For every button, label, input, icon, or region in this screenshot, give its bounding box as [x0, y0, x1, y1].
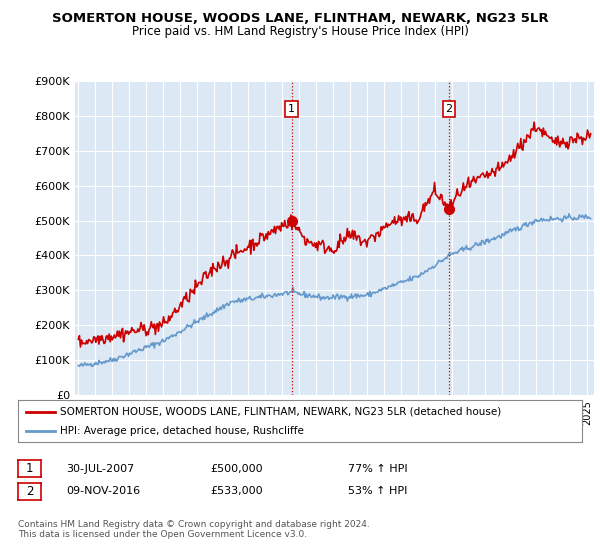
- Text: Contains HM Land Registry data © Crown copyright and database right 2024.
This d: Contains HM Land Registry data © Crown c…: [18, 520, 370, 539]
- Text: 1: 1: [288, 104, 295, 114]
- Text: 53% ↑ HPI: 53% ↑ HPI: [348, 486, 407, 496]
- Text: 1: 1: [26, 462, 33, 475]
- Text: 09-NOV-2016: 09-NOV-2016: [66, 486, 140, 496]
- Text: £533,000: £533,000: [210, 486, 263, 496]
- Text: 2: 2: [26, 484, 33, 498]
- Text: HPI: Average price, detached house, Rushcliffe: HPI: Average price, detached house, Rush…: [60, 426, 304, 436]
- Text: SOMERTON HOUSE, WOODS LANE, FLINTHAM, NEWARK, NG23 5LR: SOMERTON HOUSE, WOODS LANE, FLINTHAM, NE…: [52, 12, 548, 25]
- Text: 77% ↑ HPI: 77% ↑ HPI: [348, 464, 407, 474]
- Text: 30-JUL-2007: 30-JUL-2007: [66, 464, 134, 474]
- Text: SOMERTON HOUSE, WOODS LANE, FLINTHAM, NEWARK, NG23 5LR (detached house): SOMERTON HOUSE, WOODS LANE, FLINTHAM, NE…: [60, 407, 502, 417]
- Text: Price paid vs. HM Land Registry's House Price Index (HPI): Price paid vs. HM Land Registry's House …: [131, 25, 469, 38]
- Text: 2: 2: [446, 104, 453, 114]
- Text: £500,000: £500,000: [210, 464, 263, 474]
